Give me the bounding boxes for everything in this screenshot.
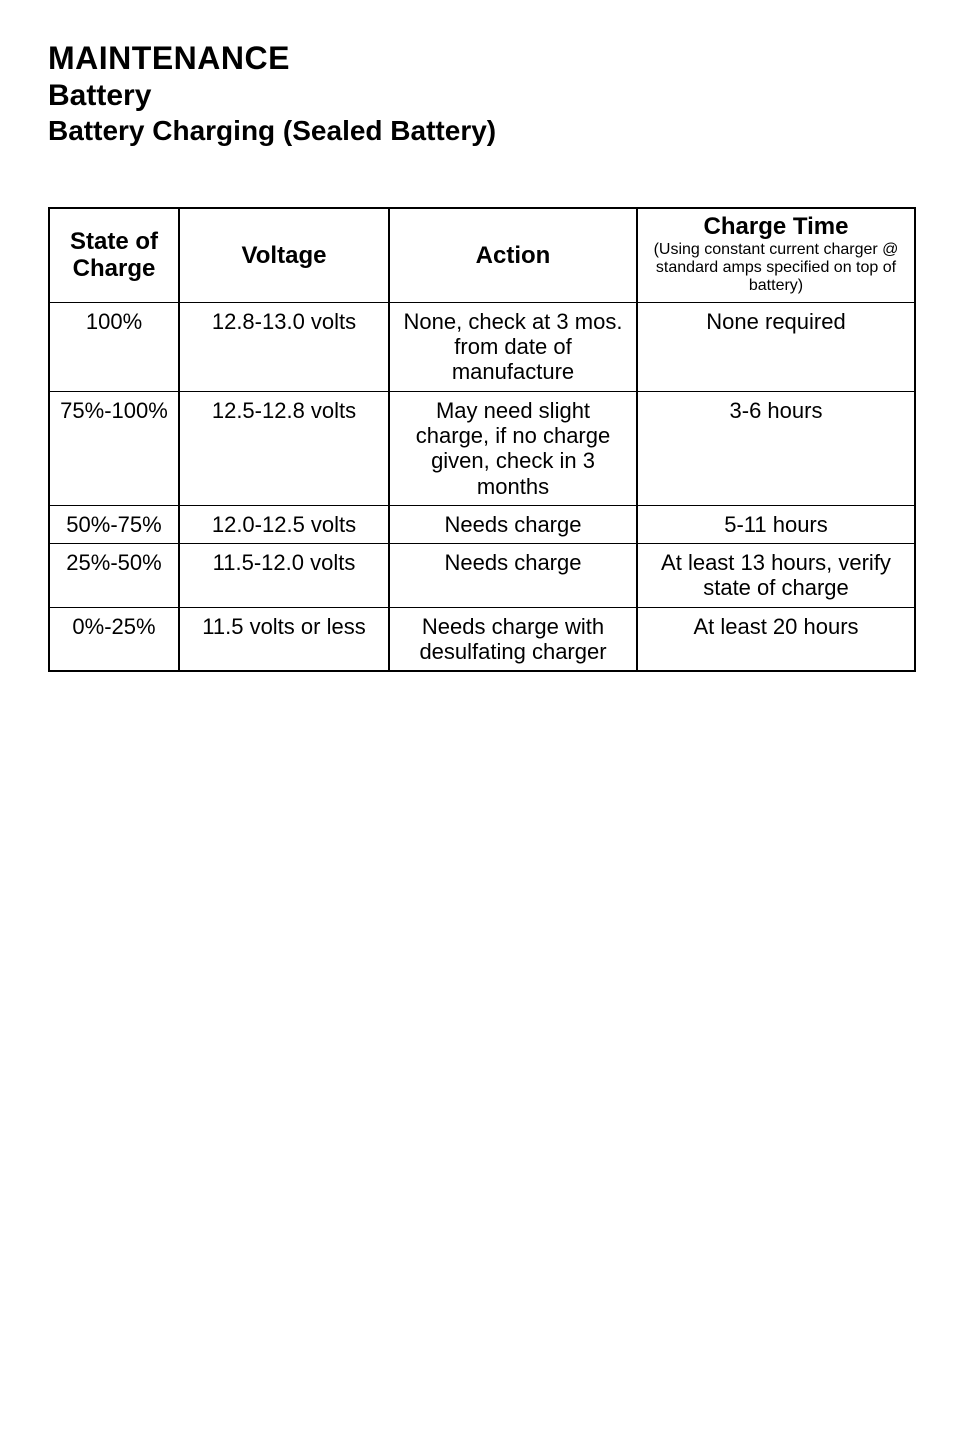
charge-time-subtitle: (Using constant current charger @ standa… [646,241,906,296]
cell-charge-time: 3-6 hours [637,391,915,505]
col-action-header: Action [389,208,637,302]
heading-sub: Battery [48,79,914,113]
cell-state: 75%-100% [49,391,179,505]
table-header-row: State of Charge Voltage Action Charge Ti… [49,208,915,302]
col-state-header: State of Charge [49,208,179,302]
cell-voltage: 12.8-13.0 volts [179,302,389,391]
cell-charge-time: 5-11 hours [637,505,915,543]
table-row: 75%-100% 12.5-12.8 volts May need slight… [49,391,915,505]
table-row: 50%-75% 12.0-12.5 volts Needs charge 5-1… [49,505,915,543]
cell-action: May need slight charge, if no charge giv… [389,391,637,505]
heading-main: MAINTENANCE [48,40,914,77]
cell-action: Needs charge [389,505,637,543]
battery-charging-table: State of Charge Voltage Action Charge Ti… [48,207,916,672]
table-row: 0%-25% 11.5 volts or less Needs charge w… [49,607,915,671]
table-row: 100% 12.8-13.0 volts None, check at 3 mo… [49,302,915,391]
col-voltage-header: Voltage [179,208,389,302]
cell-action: Needs charge with desulfating charger [389,607,637,671]
col-charge-time-header: Charge Time (Using constant current char… [637,208,915,302]
heading-sub2: Battery Charging (Sealed Battery) [48,115,914,147]
cell-action: None, check at 3 mos. from date of manuf… [389,302,637,391]
cell-state: 50%-75% [49,505,179,543]
cell-charge-time: None required [637,302,915,391]
cell-voltage: 12.5-12.8 volts [179,391,389,505]
cell-action: Needs charge [389,544,637,608]
cell-state: 100% [49,302,179,391]
cell-charge-time: At least 20 hours [637,607,915,671]
cell-state: 25%-50% [49,544,179,608]
cell-charge-time: At least 13 hours, verify state of charg… [637,544,915,608]
table-row: 25%-50% 11.5-12.0 volts Needs charge At … [49,544,915,608]
cell-voltage: 12.0-12.5 volts [179,505,389,543]
cell-voltage: 11.5 volts or less [179,607,389,671]
cell-voltage: 11.5-12.0 volts [179,544,389,608]
cell-state: 0%-25% [49,607,179,671]
charge-time-title: Charge Time [646,213,906,241]
heading-block: MAINTENANCE Battery Battery Charging (Se… [48,40,914,147]
